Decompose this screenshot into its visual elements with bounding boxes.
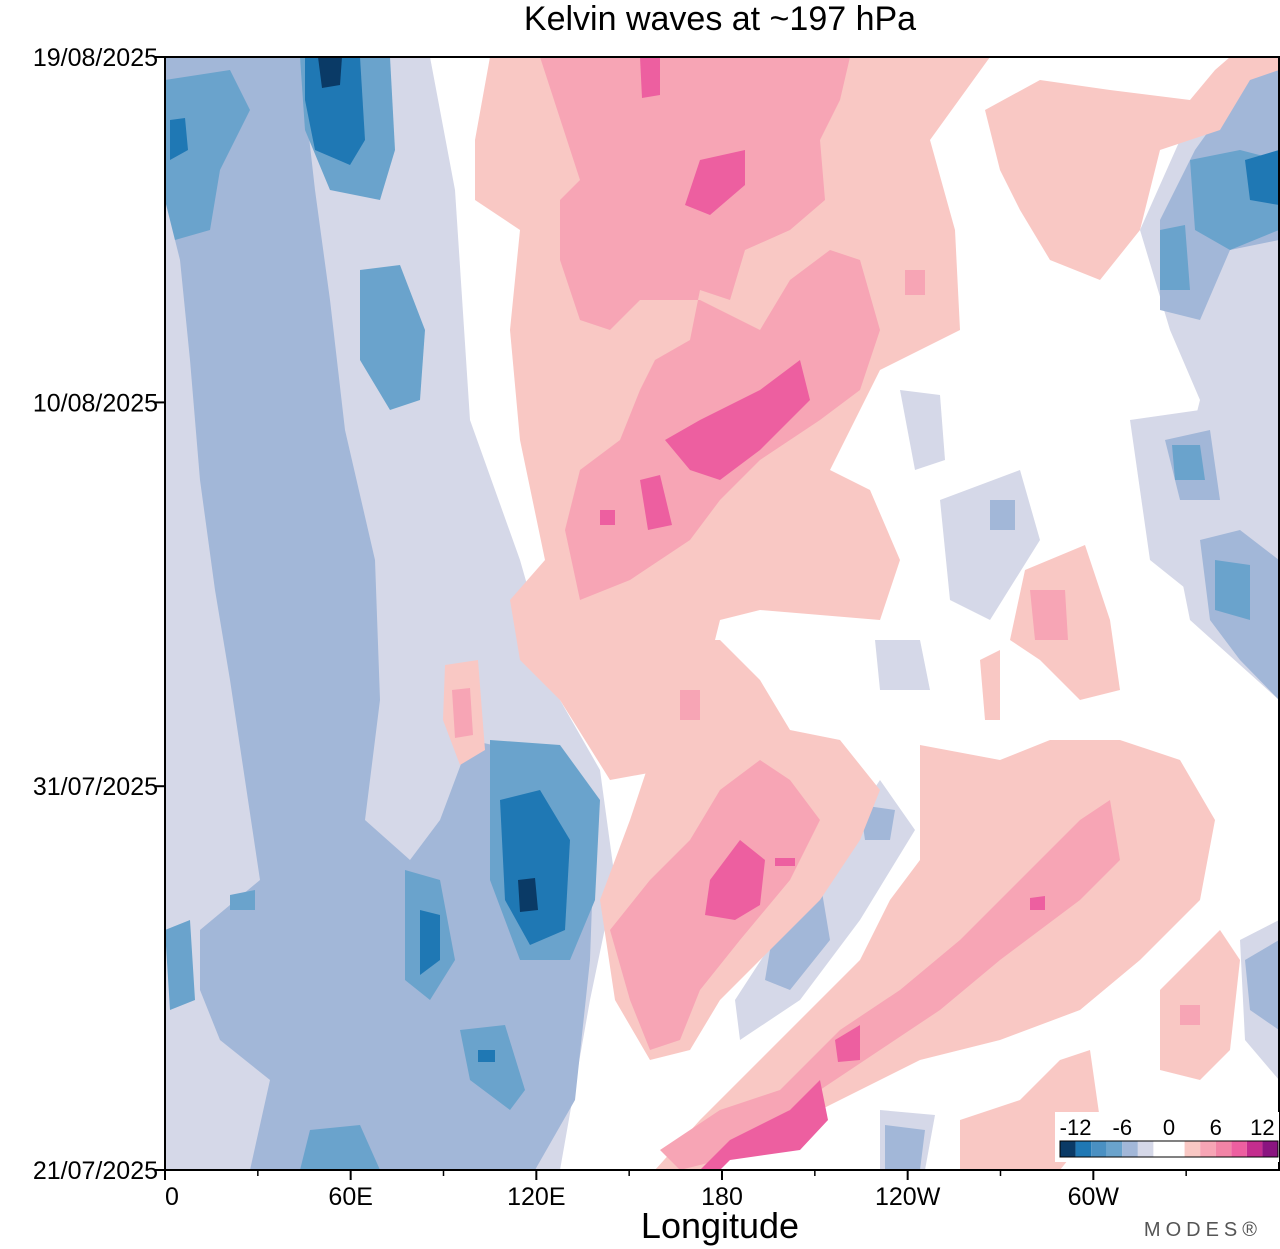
x-tick-label: 60E bbox=[328, 1183, 372, 1211]
x-tick-label: 0 bbox=[165, 1183, 179, 1211]
colorbar-swatch bbox=[1231, 1141, 1247, 1157]
y-axis: 19/08/2025 10/08/2025 31/07/2025 21/07/2025 bbox=[33, 44, 165, 1185]
colorbar-swatch bbox=[1184, 1141, 1201, 1157]
x-axis-label: Longitude bbox=[641, 1205, 799, 1246]
colorbar-tick-label: -12 bbox=[1060, 1115, 1092, 1140]
contour-level-blue-4 bbox=[170, 57, 1279, 1062]
colorbar-tick-label: 12 bbox=[1250, 1115, 1274, 1140]
plot-area bbox=[165, 57, 1279, 1170]
contour-level-blue-5 bbox=[318, 57, 538, 912]
y-tick-label: 19/08/2025 bbox=[33, 44, 158, 72]
x-tick-label: 180 bbox=[701, 1183, 743, 1211]
colorbar-swatch bbox=[1060, 1141, 1076, 1157]
colorbar-swatch bbox=[1137, 1141, 1154, 1157]
contour-level-blue-3 bbox=[165, 57, 1279, 1170]
y-tick-label: 21/07/2025 bbox=[33, 1157, 158, 1185]
x-tick-label: 60W bbox=[1068, 1183, 1120, 1211]
x-axis: 0 60E 120E 180 120W 60W bbox=[164, 1170, 1187, 1211]
brand-logo: MODES® bbox=[1144, 1219, 1262, 1241]
colorbar-tick-label: 6 bbox=[1210, 1115, 1222, 1140]
y-tick-label: 31/07/2025 bbox=[33, 773, 158, 801]
colorbar-swatch bbox=[1122, 1141, 1138, 1157]
colorbar-tick-label: 0 bbox=[1163, 1115, 1175, 1140]
colorbar-tick-label: -6 bbox=[1113, 1115, 1133, 1140]
y-tick-label: 10/08/2025 bbox=[33, 389, 158, 417]
colorbar-swatch bbox=[1215, 1141, 1232, 1157]
negative-anomaly-contours bbox=[165, 57, 1279, 1170]
x-tick-label: 120E bbox=[507, 1183, 565, 1211]
colorbar-frame bbox=[1059, 1140, 1279, 1158]
positive-anomaly-contours bbox=[443, 57, 1279, 1170]
colorbar-swatch bbox=[1246, 1141, 1263, 1157]
colorbar-swatch bbox=[1200, 1141, 1216, 1157]
colorbar-swatch bbox=[1262, 1141, 1278, 1157]
contour-level-pink-3 bbox=[600, 57, 1045, 1170]
colorbar-legend: -12 -6 0 6 12 bbox=[1055, 1112, 1279, 1162]
colorbar-swatch bbox=[1153, 1141, 1185, 1157]
colorbar-swatch bbox=[1106, 1141, 1123, 1157]
x-tick-label: 120W bbox=[875, 1183, 941, 1211]
colorbar-swatch bbox=[1091, 1141, 1107, 1157]
colorbar-swatch bbox=[1075, 1141, 1092, 1157]
chart-title: Kelvin waves at ~197 hPa bbox=[524, 0, 916, 38]
